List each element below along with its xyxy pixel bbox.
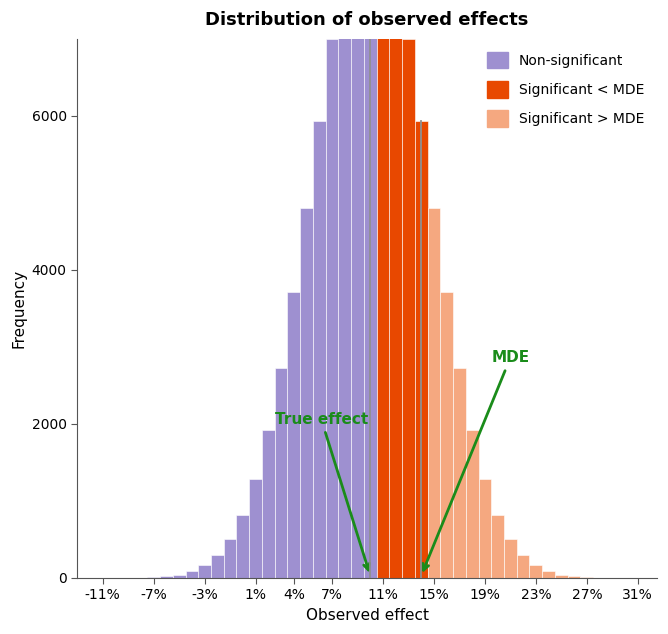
Legend: Non-significant, Significant < MDE, Significant > MDE: Non-significant, Significant < MDE, Sign… bbox=[482, 46, 650, 133]
Bar bbox=[351, 0, 364, 578]
Bar bbox=[224, 540, 236, 578]
Bar bbox=[402, 39, 415, 578]
Title: Distribution of observed effects: Distribution of observed effects bbox=[205, 11, 529, 29]
Bar bbox=[517, 555, 530, 578]
Bar bbox=[568, 576, 580, 578]
Bar bbox=[275, 368, 287, 578]
Bar bbox=[236, 515, 249, 578]
Bar bbox=[555, 574, 568, 578]
X-axis label: Observed effect: Observed effect bbox=[305, 608, 429, 623]
Bar bbox=[287, 292, 300, 578]
Bar bbox=[160, 576, 173, 578]
Bar bbox=[364, 0, 377, 578]
Bar bbox=[491, 515, 504, 578]
Bar bbox=[542, 571, 555, 578]
Bar bbox=[325, 39, 339, 578]
Bar bbox=[415, 120, 428, 578]
Bar bbox=[300, 208, 313, 578]
Bar bbox=[466, 430, 478, 578]
Bar bbox=[504, 540, 517, 578]
Bar bbox=[147, 577, 160, 578]
Bar bbox=[478, 479, 491, 578]
Bar bbox=[211, 555, 224, 578]
Bar bbox=[580, 577, 593, 578]
Text: MDE: MDE bbox=[423, 351, 530, 570]
Bar bbox=[313, 120, 325, 578]
Bar bbox=[377, 0, 389, 578]
Bar bbox=[339, 0, 351, 578]
Text: True effect: True effect bbox=[275, 412, 369, 570]
Bar bbox=[262, 430, 275, 578]
Bar bbox=[440, 292, 453, 578]
Bar bbox=[249, 479, 262, 578]
Y-axis label: Frequency: Frequency bbox=[11, 269, 26, 348]
Bar bbox=[198, 566, 211, 578]
Bar bbox=[530, 566, 542, 578]
Bar bbox=[186, 571, 198, 578]
Bar bbox=[389, 0, 402, 578]
Bar bbox=[428, 208, 440, 578]
Bar bbox=[173, 574, 186, 578]
Bar bbox=[453, 368, 466, 578]
